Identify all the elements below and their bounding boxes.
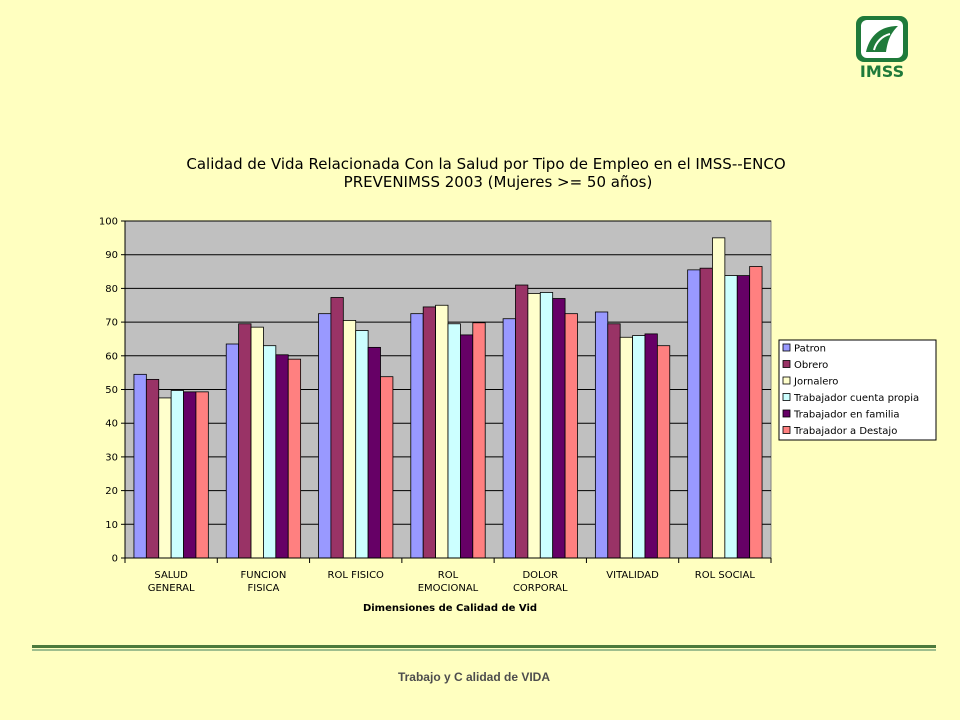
y-tick-label: 50 bbox=[105, 385, 118, 396]
bar bbox=[619, 336, 633, 559]
bar bbox=[749, 266, 763, 559]
y-tick-label: 70 bbox=[105, 318, 118, 329]
bar bbox=[355, 330, 369, 559]
bar bbox=[225, 343, 240, 559]
bar bbox=[656, 345, 671, 559]
imss-logo: IMSS bbox=[856, 16, 908, 80]
bar bbox=[502, 318, 516, 559]
y-tick-label: 80 bbox=[105, 284, 118, 295]
bar bbox=[342, 320, 357, 559]
legend-swatch bbox=[782, 393, 791, 401]
bar bbox=[250, 326, 264, 559]
bar bbox=[287, 358, 302, 559]
y-tick-label: 10 bbox=[105, 520, 118, 531]
category-label: ROL SOCIAL bbox=[695, 570, 756, 581]
bar bbox=[435, 304, 449, 559]
bar bbox=[699, 267, 713, 559]
legend-entry: Patron bbox=[794, 344, 826, 355]
y-tick-label: 20 bbox=[105, 486, 118, 497]
bars bbox=[133, 237, 763, 559]
legend-swatch bbox=[782, 426, 791, 434]
chart-title-line-1: Calidad de Vida Relacionada Con la Salud… bbox=[186, 155, 785, 173]
y-tick-label: 60 bbox=[105, 351, 118, 362]
legend-box bbox=[778, 339, 937, 441]
footer-rule bbox=[32, 645, 936, 648]
bar bbox=[527, 293, 541, 559]
y-tick-label: 90 bbox=[105, 250, 118, 261]
bar bbox=[158, 397, 172, 559]
category-label: FISICA bbox=[248, 583, 280, 594]
category-label: EMOCIONAL bbox=[418, 583, 479, 594]
x-axis-label: Dimensiones de Calidad de Vid bbox=[363, 603, 537, 614]
bar bbox=[459, 334, 474, 559]
bar bbox=[515, 284, 529, 559]
footer-rule-light bbox=[32, 649, 936, 651]
legend-entry: Jornalero bbox=[793, 377, 838, 388]
chart-title-line-2: PREVENIMSS 2003 (Mujeres >= 50 años) bbox=[344, 173, 653, 191]
bar bbox=[644, 333, 658, 559]
bar bbox=[422, 306, 437, 559]
y-tick-label: 100 bbox=[99, 217, 118, 228]
bar bbox=[170, 390, 184, 559]
bar bbox=[564, 313, 578, 559]
legend-entry: Trabajador a Destajo bbox=[793, 426, 897, 437]
footer-text: Trabajo y C alidad de VIDA bbox=[397, 670, 551, 684]
y-tick-label: 0 bbox=[112, 554, 118, 565]
bar bbox=[594, 311, 609, 559]
legend-entry: Trabajador cuenta propia bbox=[793, 393, 919, 404]
category-label: FUNCION bbox=[241, 570, 287, 581]
bar bbox=[318, 313, 332, 559]
bar bbox=[145, 378, 160, 559]
y-axis: 0 10 20 30 40 50 60 70 80 90 100 bbox=[99, 217, 126, 565]
legend-entry: Trabajador en familia bbox=[793, 410, 900, 421]
bar bbox=[133, 373, 147, 559]
bar bbox=[330, 297, 344, 559]
bar bbox=[552, 298, 566, 559]
bar bbox=[736, 275, 751, 559]
legend-entry: Obrero bbox=[794, 360, 828, 371]
bar bbox=[238, 323, 252, 559]
category-label: ROL bbox=[438, 570, 459, 581]
x-axis: SALUD GENERAL FUNCION FISICA ROL FISICO ROL EM… bbox=[124, 557, 772, 594]
category-label: VITALIDAD bbox=[606, 570, 659, 581]
legend-swatch bbox=[782, 409, 791, 418]
category-label: CORPORAL bbox=[513, 583, 568, 594]
bar bbox=[183, 391, 197, 559]
bar bbox=[712, 237, 726, 559]
bar bbox=[724, 275, 738, 559]
bar bbox=[607, 323, 621, 559]
logo-text: IMSS bbox=[860, 62, 904, 80]
legend: Patron Obrero Jornalero Trabajador cuenta p… bbox=[778, 339, 937, 441]
bar bbox=[687, 269, 701, 559]
category-label: GENERAL bbox=[148, 583, 195, 594]
legend-swatch bbox=[782, 376, 791, 385]
bar bbox=[447, 323, 461, 559]
bar bbox=[275, 354, 289, 559]
category-label: DOLOR bbox=[522, 570, 558, 581]
bar bbox=[195, 391, 209, 559]
bar bbox=[472, 322, 486, 559]
legend-swatch bbox=[782, 343, 791, 352]
bar bbox=[263, 345, 277, 559]
bar bbox=[367, 346, 381, 559]
y-tick-label: 30 bbox=[105, 452, 118, 463]
legend-swatch bbox=[782, 360, 791, 368]
category-label: SALUD bbox=[154, 570, 188, 581]
y-tick-label: 40 bbox=[105, 419, 118, 430]
category-label: ROL FISICO bbox=[328, 570, 385, 581]
bar bbox=[410, 313, 424, 559]
bar bbox=[380, 376, 394, 559]
bar bbox=[632, 335, 646, 559]
bar bbox=[539, 292, 554, 559]
